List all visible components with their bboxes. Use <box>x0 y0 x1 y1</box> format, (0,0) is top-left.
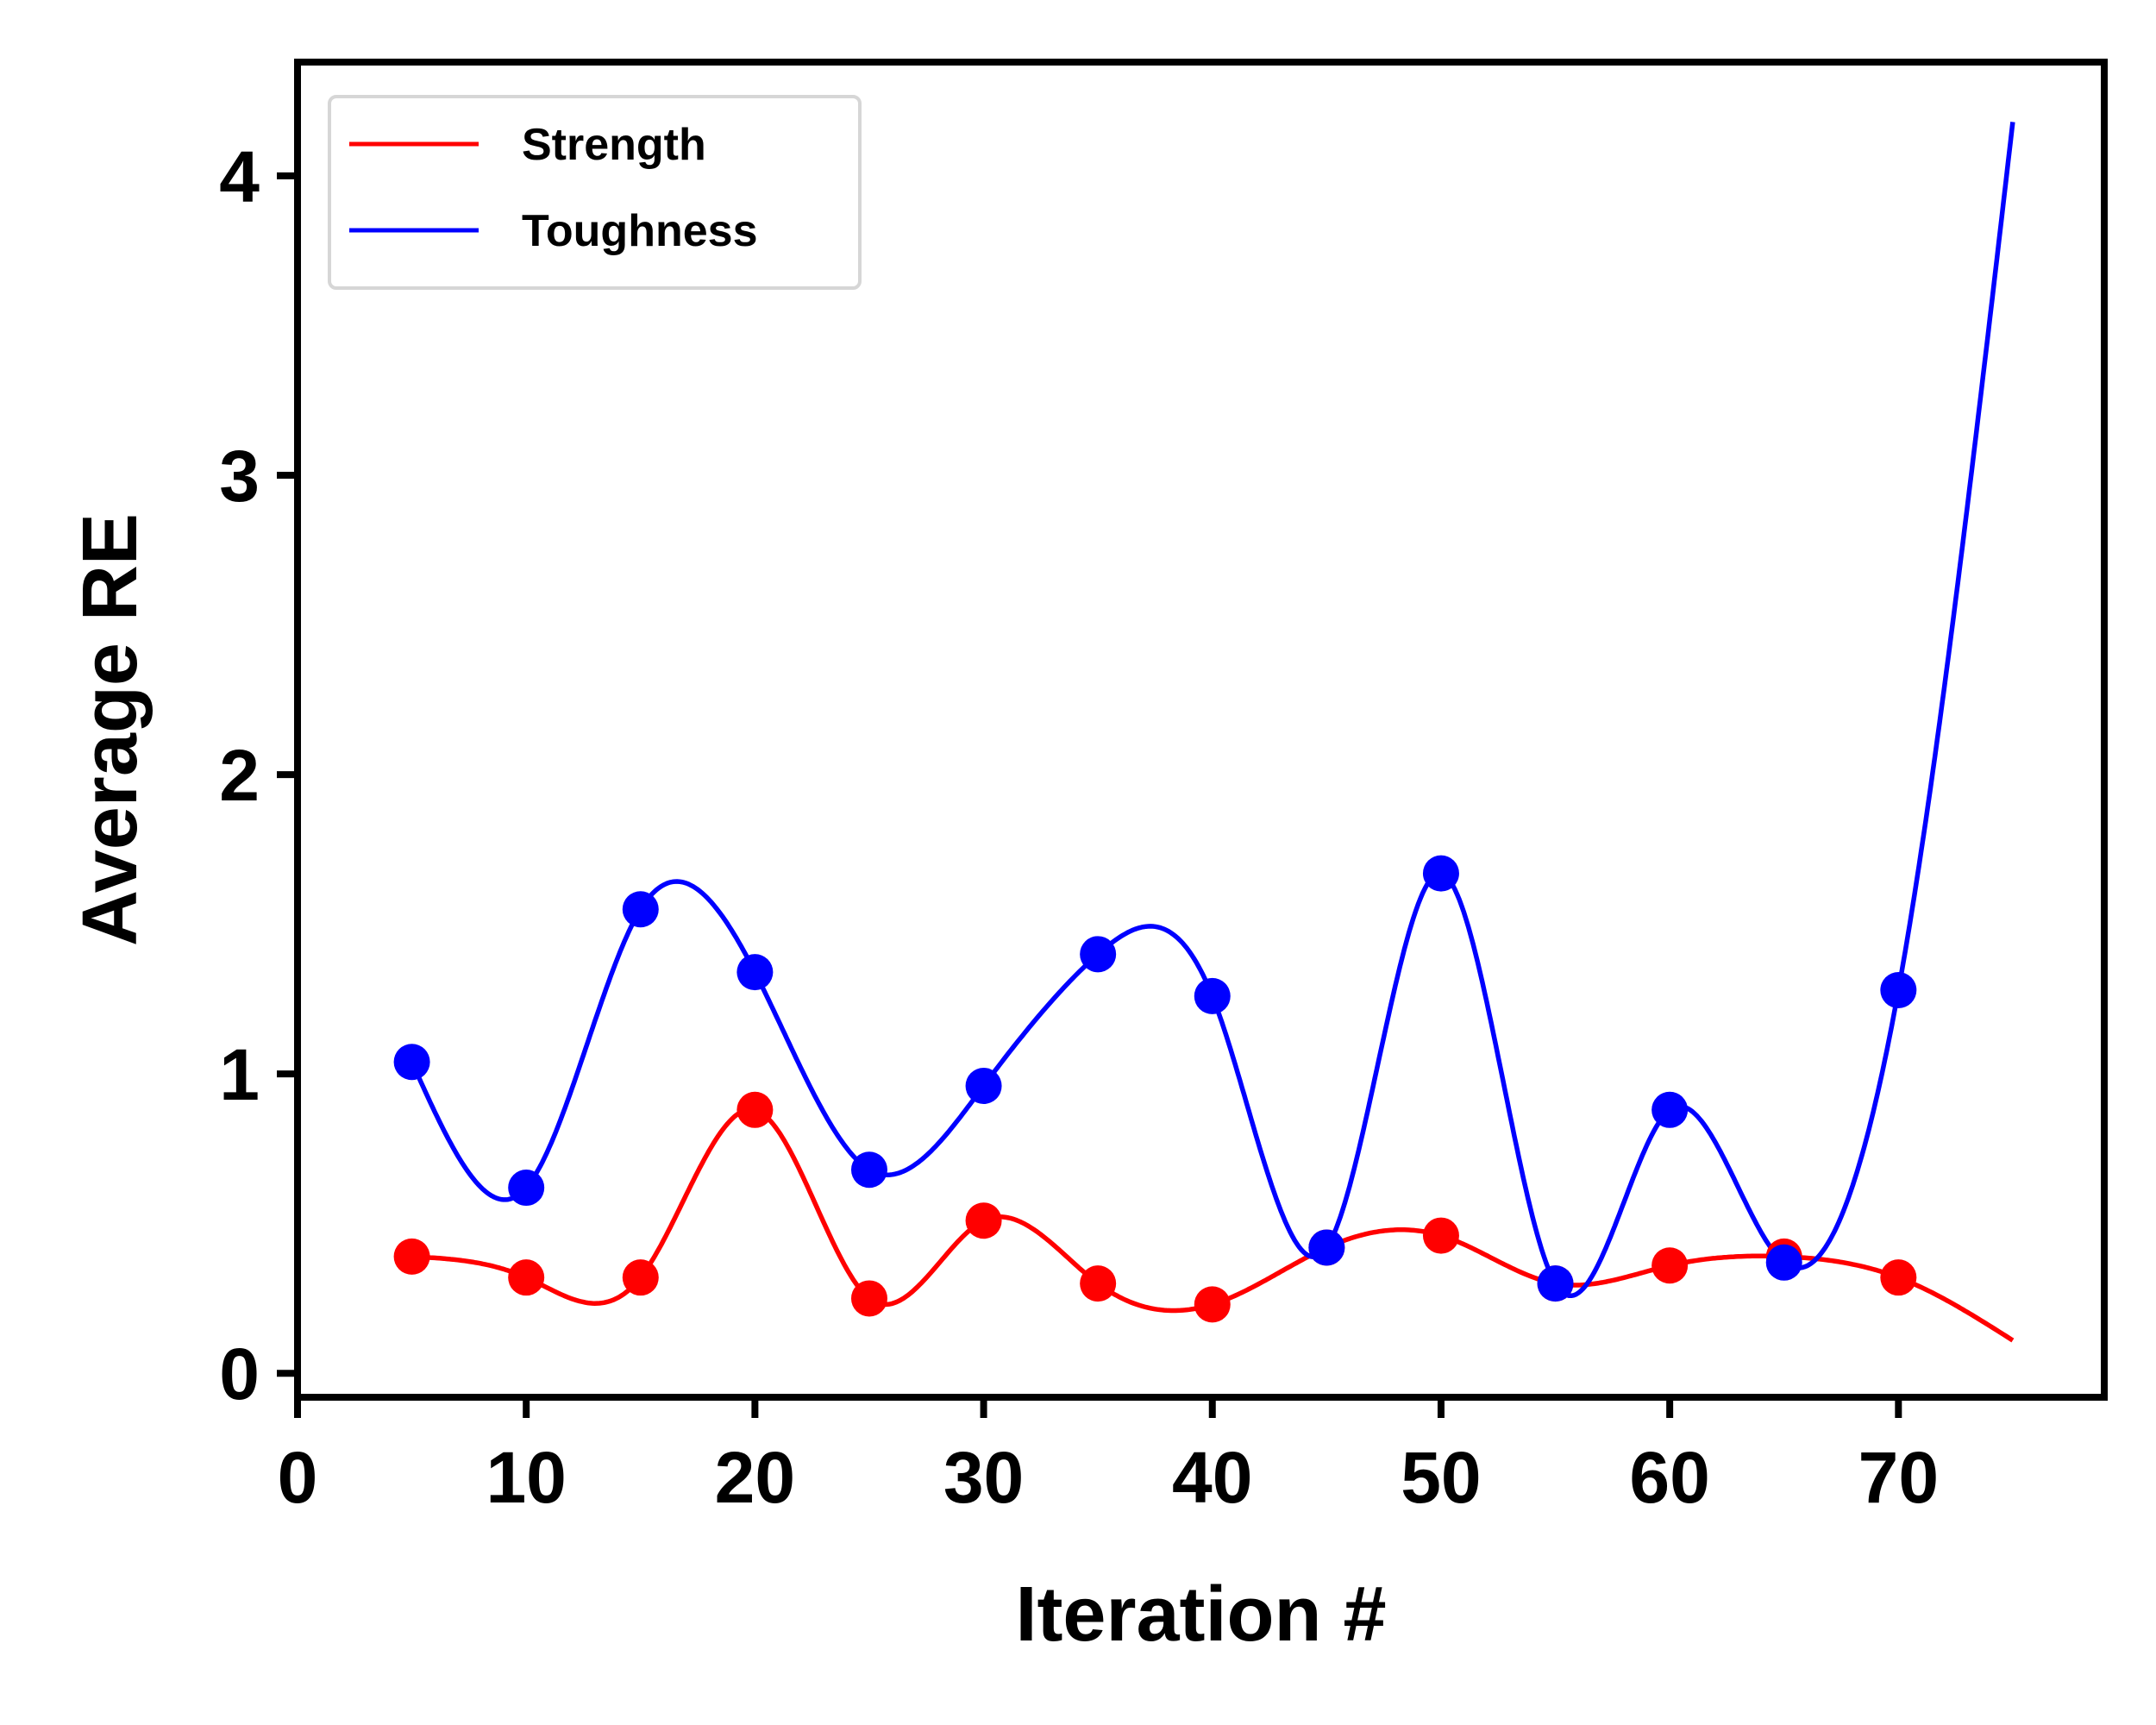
data-point-toughness <box>965 1068 1002 1105</box>
data-point-toughness <box>1880 971 1917 1008</box>
x-tick-label: 50 <box>1401 1437 1481 1518</box>
y-tick-label: 3 <box>219 436 260 517</box>
x-tick-label: 30 <box>943 1437 1024 1518</box>
series-line-toughness <box>410 122 2015 1299</box>
legend-label-toughness: Toughness <box>522 206 757 256</box>
data-point-strength <box>1651 1247 1689 1284</box>
data-point-toughness <box>1080 936 1117 973</box>
y-tick-label: 2 <box>219 735 260 816</box>
y-tick-label: 1 <box>219 1034 260 1115</box>
data-point-strength <box>1080 1265 1117 1302</box>
data-point-toughness <box>622 891 659 928</box>
data-point-strength <box>1422 1217 1459 1254</box>
data-point-toughness <box>850 1151 887 1189</box>
data-point-toughness <box>393 1044 430 1081</box>
y-tick-label: 0 <box>219 1333 260 1414</box>
data-point-toughness <box>1308 1229 1345 1266</box>
x-tick-label: 0 <box>278 1437 318 1518</box>
y-axis-ticks: 0 1 2 3 4 <box>219 136 298 1414</box>
data-point-toughness <box>1422 855 1459 892</box>
x-tick-label: 60 <box>1629 1437 1709 1518</box>
data-point-toughness <box>508 1170 545 1207</box>
plot-lines <box>410 122 2015 1343</box>
data-point-strength <box>622 1259 659 1296</box>
x-axis-ticks: 0 10 20 30 40 50 60 70 <box>278 1397 1939 1518</box>
data-point-strength <box>736 1091 774 1128</box>
legend-label-strength: Strength <box>522 120 706 170</box>
data-point-toughness <box>1651 1091 1689 1128</box>
data-point-toughness <box>736 954 774 991</box>
data-point-toughness <box>1537 1265 1574 1302</box>
plot-frame <box>294 59 2108 1401</box>
data-point-strength <box>508 1259 545 1296</box>
data-point-toughness <box>1194 977 1231 1014</box>
x-tick-label: 10 <box>486 1437 566 1518</box>
y-axis-label: Average RE <box>67 513 154 946</box>
data-point-toughness <box>1765 1244 1802 1281</box>
data-point-strength <box>393 1238 430 1275</box>
y-tick-label: 4 <box>219 136 260 217</box>
x-axis-label: Iteration # <box>1015 1571 1386 1658</box>
x-tick-label: 70 <box>1858 1437 1939 1518</box>
plot-points <box>393 855 1917 1323</box>
x-tick-label: 40 <box>1172 1437 1252 1518</box>
data-point-strength <box>850 1280 887 1317</box>
data-point-strength <box>1194 1286 1231 1323</box>
legend: Strength Toughness <box>328 95 862 290</box>
data-point-strength <box>1880 1259 1917 1296</box>
x-tick-label: 20 <box>715 1437 795 1518</box>
data-point-strength <box>965 1202 1002 1239</box>
